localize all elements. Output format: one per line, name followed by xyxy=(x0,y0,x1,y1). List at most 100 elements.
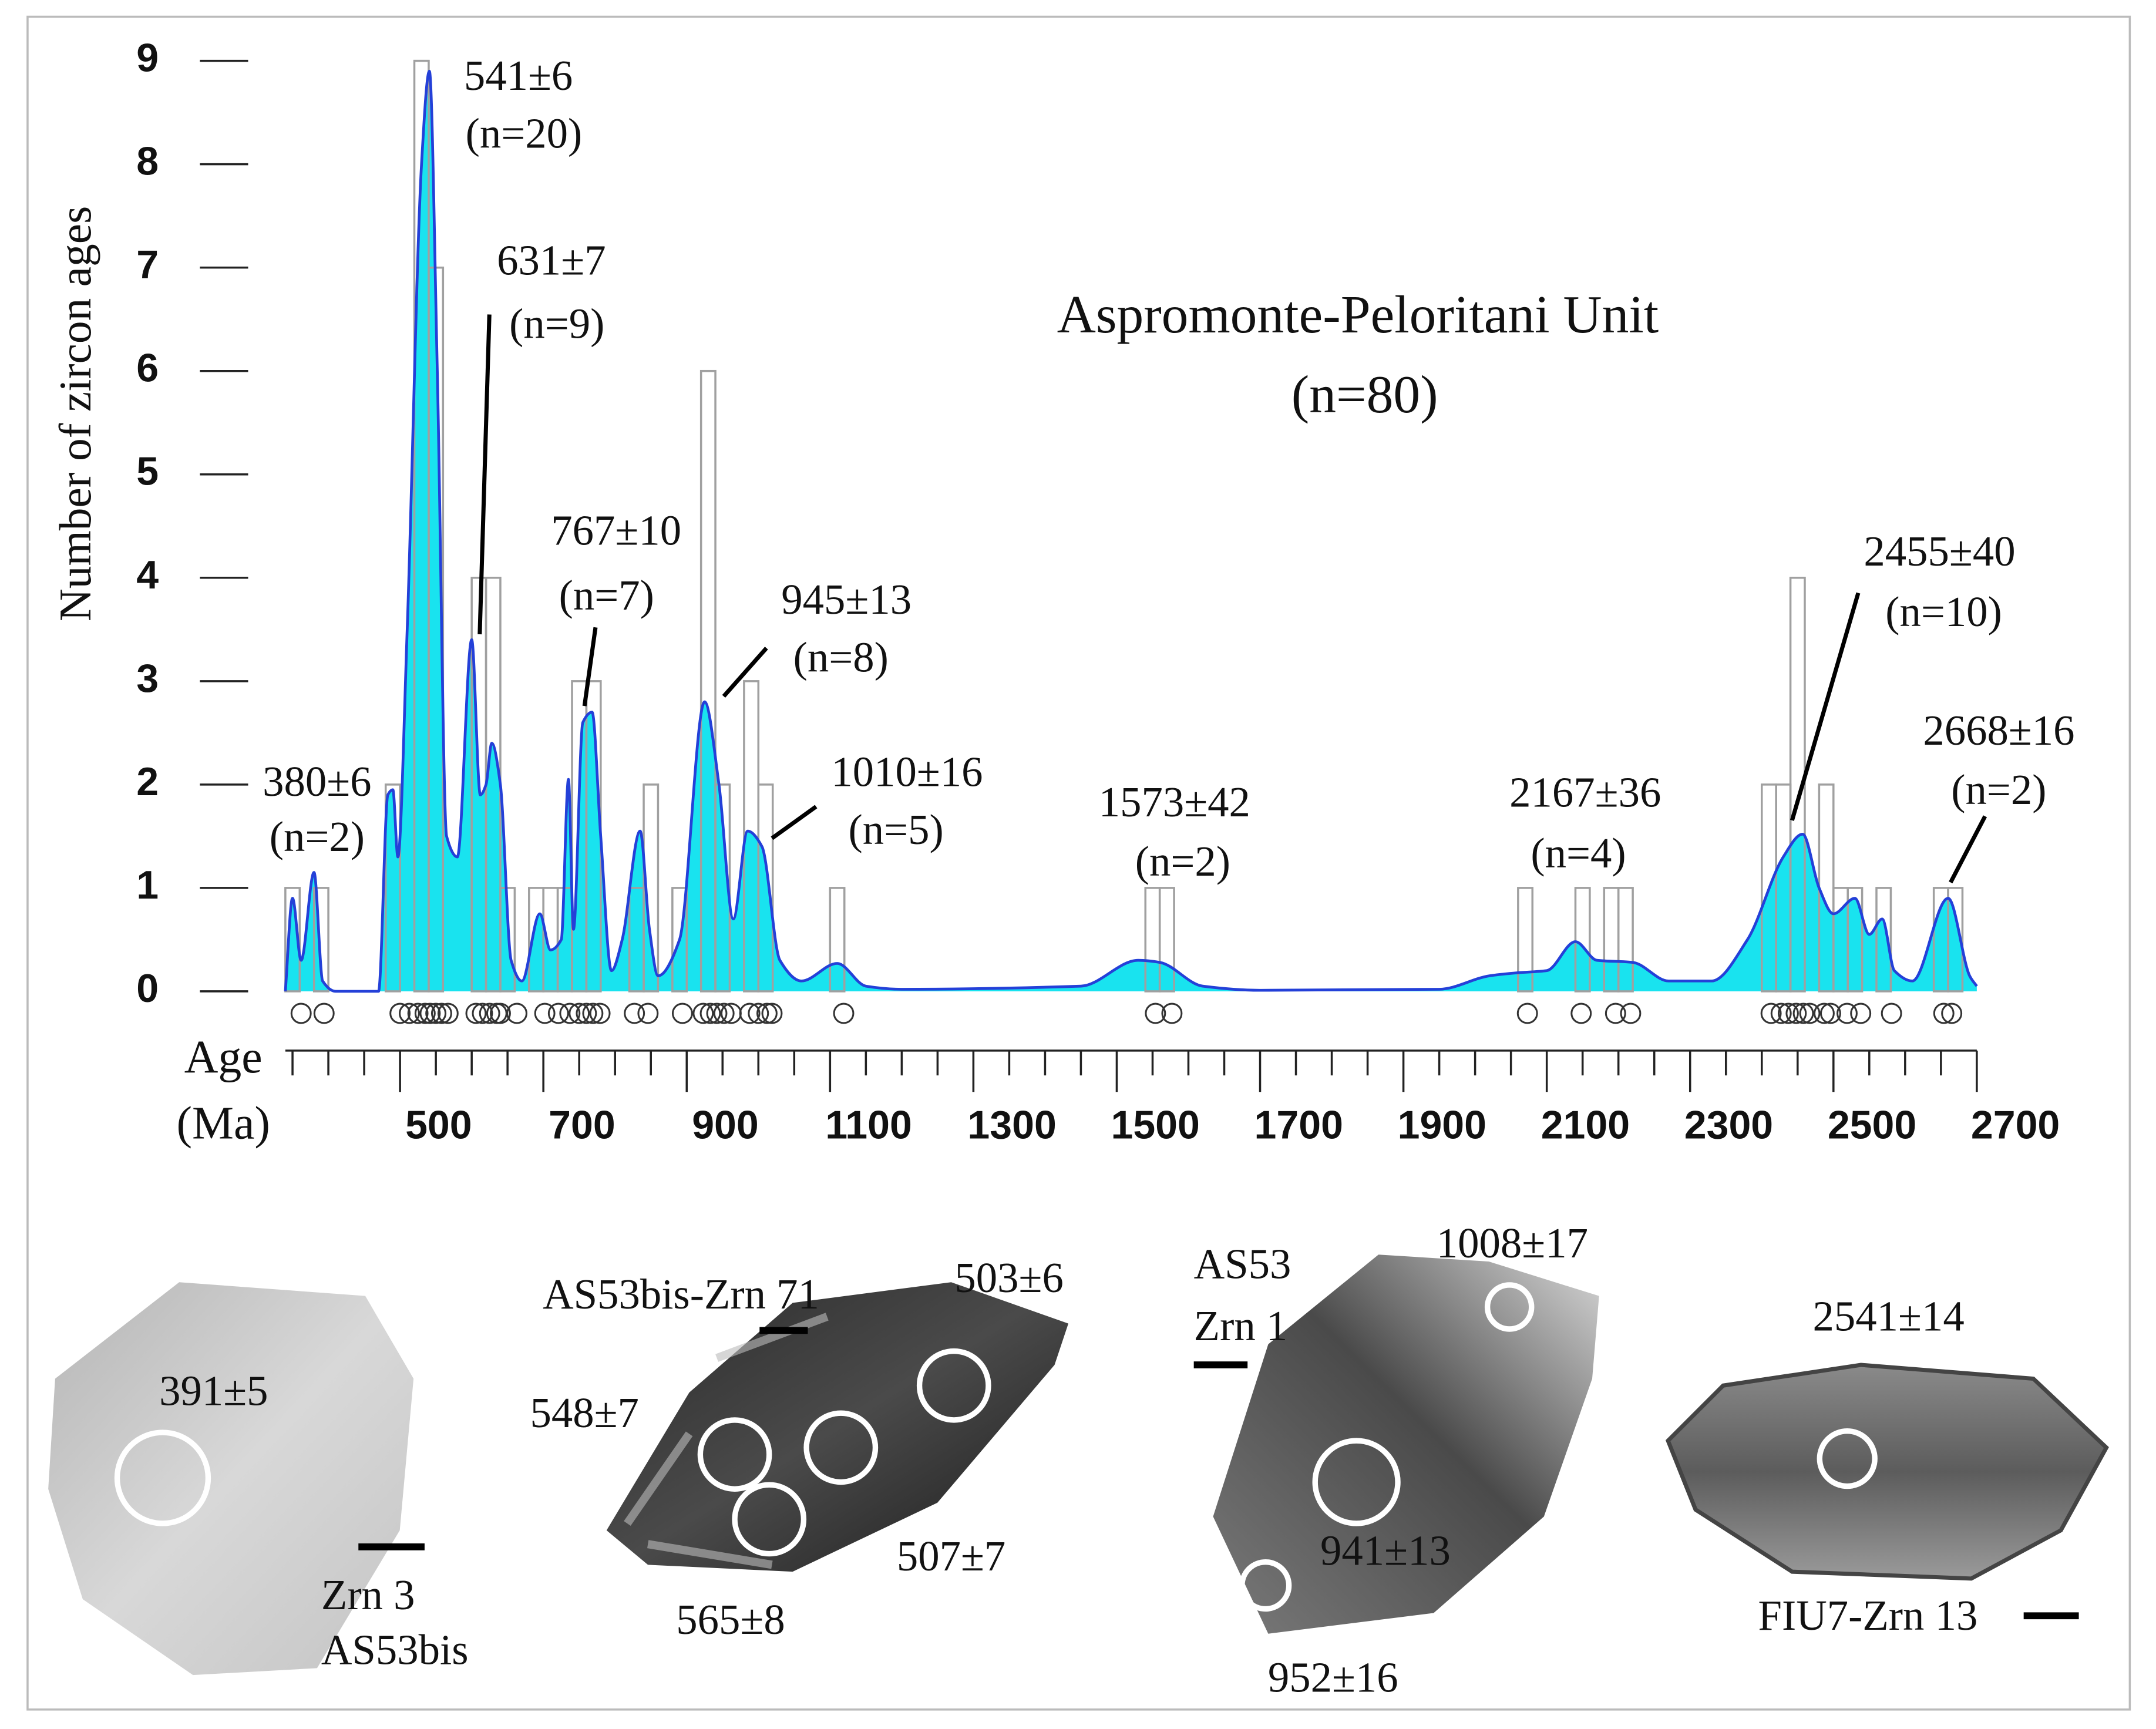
age-point xyxy=(1850,1003,1872,1024)
frame xyxy=(26,15,2131,1711)
x-axis-unit: (Ma) xyxy=(176,1098,270,1149)
histogram-bar xyxy=(312,887,329,993)
age-point xyxy=(1777,1003,1799,1024)
zircon-image xyxy=(48,1282,414,1676)
histogram-bar xyxy=(714,783,731,993)
age-point xyxy=(534,1003,556,1024)
zircon-image xyxy=(1665,1363,2109,1581)
age-point xyxy=(1516,1003,1538,1024)
micrograph-label: 548±7 xyxy=(530,1389,638,1437)
peak-label: 541±6 xyxy=(464,52,573,99)
y-tick-label: 0 xyxy=(136,966,159,1011)
age-point xyxy=(399,1003,420,1024)
age-point xyxy=(313,1003,335,1024)
age-point xyxy=(1785,1003,1807,1024)
y-tick-label: 9 xyxy=(136,36,159,80)
peak-count: (n=20) xyxy=(466,110,583,157)
age-point xyxy=(1620,1003,1642,1024)
histogram-bar xyxy=(757,783,774,993)
peak-label: 1573±42 xyxy=(1099,778,1250,826)
age-point xyxy=(637,1003,659,1024)
age-point xyxy=(1881,1003,1902,1024)
x-tick-label: 1300 xyxy=(967,1102,1056,1147)
age-point xyxy=(1813,1003,1835,1024)
histogram-bar xyxy=(384,783,401,993)
age-point xyxy=(589,1003,611,1024)
x-tick-label: 900 xyxy=(692,1102,759,1147)
age-point xyxy=(407,1003,429,1024)
micrograph-label: Zrn 3 xyxy=(321,1571,415,1619)
leader-line xyxy=(722,647,768,698)
age-point xyxy=(761,1003,783,1024)
peak-label: 945±13 xyxy=(781,576,911,623)
leader-line xyxy=(1790,592,1861,821)
chart-title: Aspromonte-Peloritani Unit xyxy=(1057,284,1659,344)
micrograph-label: 941±13 xyxy=(1320,1527,1451,1575)
age-point xyxy=(1161,1003,1183,1024)
age-point xyxy=(389,1003,411,1024)
y-tick-label: 1 xyxy=(136,863,159,907)
micrograph-label: 391±5 xyxy=(159,1367,268,1414)
micrograph-label: AS53bis-Zrn 71 xyxy=(543,1270,819,1318)
histogram-bar xyxy=(1158,887,1175,993)
x-tick-label: 2100 xyxy=(1541,1102,1630,1147)
age-point xyxy=(506,1003,527,1024)
spot xyxy=(1312,1438,1401,1526)
x-tick-label: 1700 xyxy=(1254,1102,1343,1147)
peak-label: 380±6 xyxy=(263,758,371,805)
age-point xyxy=(699,1003,721,1024)
x-axis-label: Age xyxy=(184,1031,263,1083)
y-tick-label: 7 xyxy=(136,243,159,287)
peak-count: (n=2) xyxy=(1951,766,2046,813)
peak-count: (n=9) xyxy=(509,300,604,348)
age-point xyxy=(748,1003,769,1024)
age-point xyxy=(1837,1003,1858,1024)
micrograph-label: 503±6 xyxy=(954,1254,1063,1301)
micrographs: 391±5 Zrn 3 AS53bis AS53bis-Zrn 71 503±6 548±… xyxy=(48,1219,2109,1701)
x-tick-label: 1500 xyxy=(1111,1102,1199,1147)
age-point xyxy=(472,1003,493,1024)
y-tick-label: 6 xyxy=(136,346,159,391)
x-tick-label: 2500 xyxy=(1828,1102,1916,1147)
histogram-bar xyxy=(1789,577,1806,993)
age-point xyxy=(1770,1003,1792,1024)
peak-label: 2668±16 xyxy=(1923,707,2074,754)
micrograph-label: AS53 xyxy=(1194,1240,1291,1287)
peak-label: 1010±16 xyxy=(831,748,983,795)
chart: Aspromonte-Peloritani Unit (n=80) Number… xyxy=(50,36,2075,1149)
age-point xyxy=(559,1003,581,1024)
micrograph-label: FIU7-Zrn 13 xyxy=(1758,1592,1978,1639)
kde-area xyxy=(285,71,1977,991)
age-point xyxy=(290,1003,312,1024)
histogram-bar xyxy=(643,783,660,993)
peak-count: (n=10) xyxy=(1885,588,2002,635)
age-point xyxy=(1941,1003,1963,1024)
x-tick-label: 1900 xyxy=(1398,1102,1486,1147)
x-tick-label: 500 xyxy=(405,1102,472,1147)
y-axis-label: Number of zircon ages xyxy=(50,206,100,621)
peak-count: (n=4) xyxy=(1531,829,1626,877)
age-point xyxy=(582,1003,604,1024)
spot xyxy=(803,1410,879,1485)
age-point xyxy=(569,1003,590,1024)
age-point xyxy=(490,1003,511,1024)
age-point xyxy=(692,1003,714,1024)
peak-count: (n=5) xyxy=(849,806,944,853)
y-tick-label: 4 xyxy=(136,553,159,597)
age-point xyxy=(624,1003,645,1024)
spot xyxy=(114,1429,211,1526)
x-tick-label: 700 xyxy=(549,1102,615,1147)
age-point xyxy=(833,1003,855,1024)
age-point xyxy=(1605,1003,1626,1024)
spot xyxy=(1239,1559,1292,1612)
age-point xyxy=(739,1003,761,1024)
micrograph-label: 565±8 xyxy=(676,1596,785,1643)
peak-label: 631±7 xyxy=(497,237,606,284)
histogram-bar xyxy=(829,887,846,993)
age-point xyxy=(1760,1003,1782,1024)
age-point xyxy=(419,1003,441,1024)
age-point xyxy=(1145,1003,1166,1024)
micrograph-label: Zrn 1 xyxy=(1194,1302,1288,1350)
histogram-bar xyxy=(284,887,301,993)
